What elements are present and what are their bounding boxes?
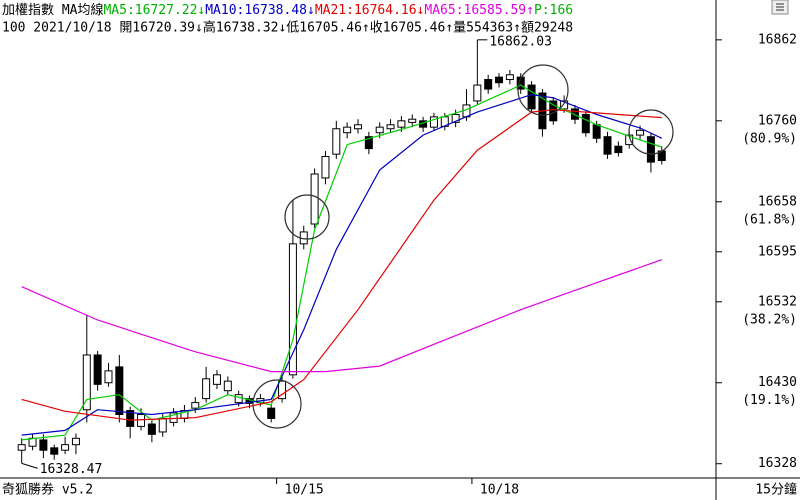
- indicator: P:166: [534, 3, 573, 18]
- y-tick-label: 16328: [758, 456, 797, 471]
- candle-body: [516, 76, 525, 90]
- candle-body: [636, 129, 645, 136]
- candle-body: [646, 136, 655, 163]
- candle-body: [126, 410, 135, 427]
- x-tick-label: 10/15: [285, 483, 324, 498]
- candle-body: [278, 380, 287, 400]
- candle-body: [375, 126, 384, 134]
- highlight-circle: [517, 64, 569, 116]
- annotation: 16328.47: [40, 462, 103, 477]
- fib-label: (38.2%): [742, 312, 797, 327]
- candle-body: [527, 84, 536, 110]
- footer-left: 奇狐勝券 v5.2: [2, 482, 93, 498]
- plot-area: [17, 39, 666, 464]
- indicator: MA21:16764.16↓: [315, 3, 425, 18]
- candle-body: [115, 366, 124, 415]
- candle-body: [560, 100, 569, 110]
- candle-body: [495, 76, 504, 84]
- candle-body: [158, 417, 167, 433]
- candle-body: [212, 374, 221, 385]
- y-tick-label: 16658: [758, 194, 797, 209]
- candle-body: [288, 243, 297, 376]
- highlight-circle: [628, 109, 674, 155]
- footer-right: 15分鐘: [755, 482, 797, 498]
- candle-body: [505, 74, 514, 81]
- candle-body: [137, 413, 146, 427]
- candle-body: [429, 116, 438, 128]
- fib-label: (80.9%): [742, 131, 797, 146]
- highlight-circles: [252, 64, 674, 429]
- candle-body: [147, 423, 156, 435]
- x-tick-label: 10/18: [480, 483, 519, 498]
- candle-body: [451, 113, 460, 123]
- y-tick-label: 16760: [758, 113, 797, 128]
- candle-body: [82, 354, 91, 411]
- candle-body: [223, 380, 232, 392]
- candle-body: [332, 128, 341, 155]
- candle-body: [169, 412, 178, 423]
- candle-body: [234, 394, 243, 404]
- candle-body: [104, 370, 113, 384]
- candle-body: [386, 124, 395, 130]
- y-tick-label: 16430: [758, 375, 797, 390]
- chart-title: 加權指數 MA均線: [2, 2, 103, 18]
- candle-body: [267, 407, 276, 419]
- candle-body: [93, 354, 102, 385]
- ma-line: [21, 93, 663, 436]
- highlight-circle: [252, 379, 302, 429]
- candle-body: [343, 126, 352, 134]
- candle-body: [354, 124, 362, 130]
- fib-label: (19.1%): [742, 393, 797, 408]
- y-tick-label: 16862: [758, 32, 797, 47]
- annotation: 16862.03: [489, 34, 552, 49]
- indicator: MA5:16727.22↓: [103, 3, 205, 18]
- candle-body: [191, 402, 200, 409]
- candle-body: [614, 145, 623, 154]
- candle-body: [17, 444, 26, 451]
- candle-body: [592, 124, 601, 139]
- fib-label: (61.8%): [742, 212, 797, 227]
- info-line: 100 2021/10/18 開16720.39↓高16738.32↓低1670…: [2, 20, 573, 36]
- candle-body: [50, 447, 59, 455]
- candle-body: [310, 173, 319, 225]
- indicator: MA65:16585.59↑: [424, 3, 534, 18]
- header-line: 加權指數 MA均線MA5:16727.22↓MA10:16738.48↓MA21…: [2, 2, 573, 18]
- candle-body: [473, 84, 482, 102]
- candle-body: [408, 118, 417, 123]
- candle-body: [71, 437, 80, 446]
- candle-body: [581, 113, 590, 134]
- candle-body: [61, 444, 70, 451]
- candle-body: [202, 378, 211, 400]
- ma-line: [21, 259, 662, 373]
- candle-body: [603, 136, 612, 155]
- candle-body: [364, 136, 373, 150]
- ma-line: [21, 109, 662, 421]
- candle-body: [484, 79, 493, 90]
- annotation-line: [21, 462, 38, 469]
- candle-body: [570, 108, 579, 120]
- candle-body: [39, 439, 48, 451]
- y-tick-label: 16532: [758, 294, 797, 309]
- indicator: MA10:16738.48↓: [205, 3, 315, 18]
- highlight-circle: [284, 194, 330, 240]
- candle-body: [321, 156, 330, 179]
- candle-body: [397, 120, 406, 128]
- y-tick-label: 16595: [758, 244, 797, 259]
